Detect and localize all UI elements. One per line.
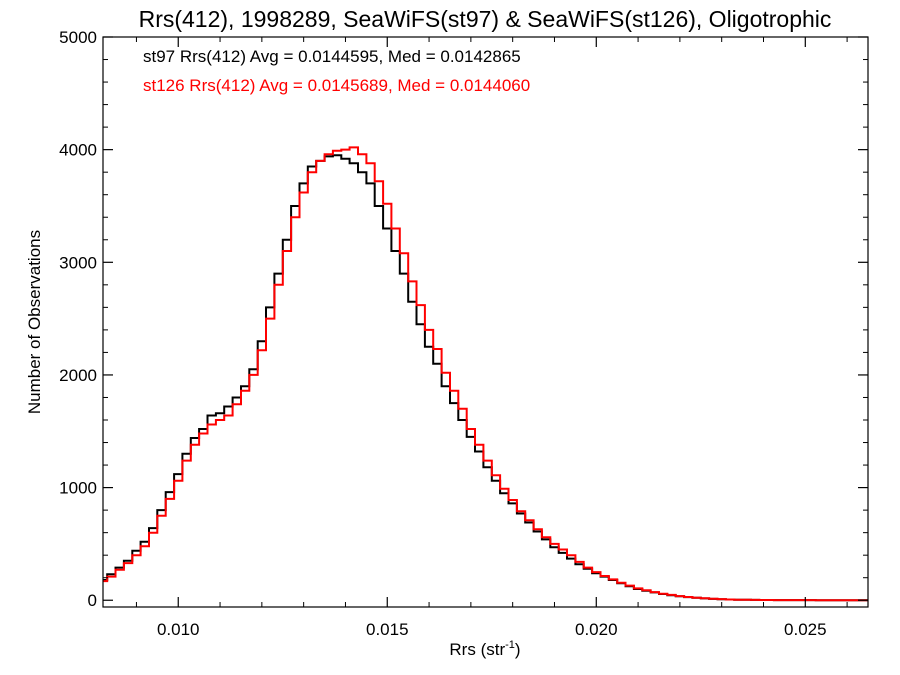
- y-tick-label: 5000: [59, 28, 97, 47]
- y-tick-label: 1000: [59, 479, 97, 498]
- plot-frame: [102, 36, 869, 608]
- plot-series-group: [103, 146, 868, 602]
- x-axis-label-superscript: -1: [505, 639, 515, 651]
- x-axis-label-close: ): [515, 640, 521, 659]
- y-tick-label: 4000: [59, 141, 97, 160]
- x-axis-label: Rrs (str-1): [449, 639, 520, 659]
- series-st126-line: [103, 146, 868, 602]
- x-axis-label-main: Rrs (str: [449, 640, 505, 659]
- annotation-st126-stats: st126 Rrs(412) Avg = 0.0145689, Med = 0.…: [143, 76, 530, 95]
- series-st97-line: [103, 154, 868, 602]
- chart-title: Rrs(412), 1998289, SeaWiFS(st97) & SeaWi…: [139, 6, 832, 32]
- y-axis-label: Number of Observations: [25, 230, 44, 414]
- x-tick-label: 0.020: [575, 620, 618, 639]
- y-tick-label: 3000: [59, 253, 97, 272]
- y-tick-label: 2000: [59, 366, 97, 385]
- x-axis-ticks: 0.010 0.015 0.020 0.025: [135, 37, 848, 639]
- y-axis-ticks: 0 1000 2000 3000 4000 5000: [59, 28, 868, 610]
- x-tick-label: 0.025: [784, 620, 827, 639]
- x-tick-label: 0.015: [366, 620, 409, 639]
- annotation-st97-stats: st97 Rrs(412) Avg = 0.0144595, Med = 0.0…: [143, 47, 521, 66]
- x-tick-label: 0.010: [157, 620, 200, 639]
- y-tick-label: 0: [88, 591, 97, 610]
